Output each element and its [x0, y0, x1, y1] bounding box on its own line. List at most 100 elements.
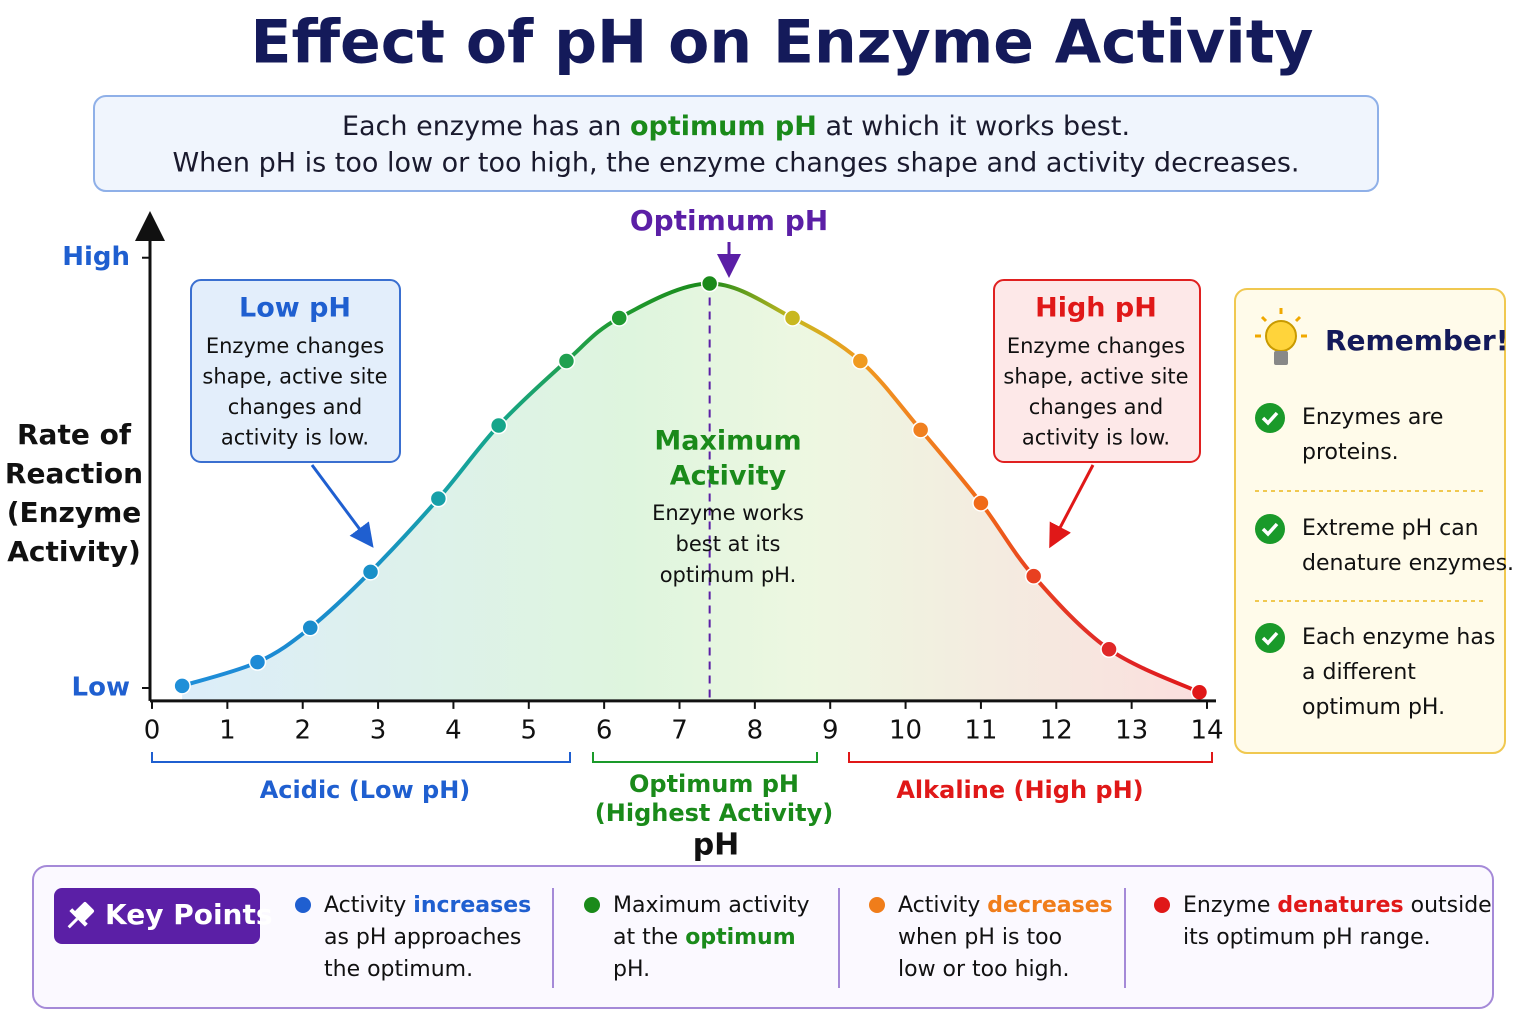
optimum-label: Optimum pH	[630, 204, 828, 237]
low-ph-text: activity is low.	[221, 426, 369, 450]
text-line: Maximum activity	[613, 893, 810, 918]
x-tick-label: 9	[822, 716, 839, 746]
text-line: Each enzyme has an optimum pH at which i…	[342, 111, 1130, 142]
bullet	[1154, 897, 1170, 913]
point	[361, 563, 380, 581]
point	[1190, 683, 1209, 702]
highlight: increases	[413, 893, 531, 918]
remember-item: Each enzyme has	[1302, 625, 1495, 650]
y-tick-label: High	[62, 242, 130, 272]
key-points-badge	[54, 888, 260, 944]
max-activity-text: best at its	[676, 532, 781, 556]
max-activity-title: Maximum	[654, 426, 801, 457]
text-line: the optimum.	[324, 957, 473, 982]
text-line: Enzyme denatures outside	[1183, 893, 1492, 918]
y-axis-label: Rate of	[17, 418, 132, 451]
text-line: Activity decreases	[898, 893, 1113, 918]
point	[972, 494, 990, 512]
point	[248, 653, 267, 671]
text-line: when pH is too	[898, 925, 1062, 950]
optimum-bracket	[592, 752, 818, 763]
x-tick-label: 1	[219, 716, 236, 746]
bullet	[584, 897, 600, 913]
text-part: Activity	[324, 893, 413, 918]
high-ph-box	[993, 279, 1201, 463]
check-mark	[1261, 631, 1279, 646]
text-line: pH.	[613, 957, 650, 982]
intro-line: When pH is too low or too high, the enzy…	[172, 148, 1299, 179]
bullet	[295, 897, 311, 913]
text-part: at which it works best.	[817, 111, 1130, 142]
y-tick-label: Low	[72, 672, 130, 702]
title: Effect of pH on Enzyme Activity	[250, 8, 1313, 78]
highlight: decreases	[987, 893, 1112, 918]
x-axis-label: pH	[693, 828, 740, 863]
point	[700, 274, 719, 293]
region-label: (Highest Activity)	[595, 799, 833, 827]
text-part: outside	[1404, 893, 1492, 918]
high-ph-text: activity is low.	[1022, 426, 1170, 450]
point	[851, 352, 870, 370]
text-part: Activity	[898, 893, 987, 918]
high-ph-title: High pH	[1035, 293, 1157, 324]
bulb-icon	[1255, 308, 1307, 365]
text-part: pH.	[613, 957, 650, 982]
low-ph-text: shape, active site	[202, 365, 387, 389]
remember-item: denature enzymes.	[1302, 551, 1514, 576]
point	[301, 619, 319, 637]
check-icon	[1255, 514, 1285, 544]
point	[783, 309, 802, 327]
remember-item: proteins.	[1302, 440, 1399, 465]
text-part: the optimum.	[324, 957, 473, 982]
alkaline-bracket	[848, 752, 1213, 763]
text-line: Activity increases	[324, 893, 531, 918]
point	[489, 416, 508, 435]
check-icon	[1255, 623, 1285, 653]
pin-icon	[67, 901, 95, 929]
area	[182, 283, 1200, 701]
highlight: optimum pH	[630, 111, 817, 142]
y-axis-label: (Enzyme	[7, 496, 142, 529]
low-ph-text: changes and	[228, 395, 362, 419]
x-tick-label: 4	[445, 716, 462, 746]
bullet	[869, 897, 885, 913]
x-tick-label: 5	[521, 716, 538, 746]
point	[911, 421, 930, 439]
text-part: Enzyme	[1183, 893, 1277, 918]
key-points-label: Key Points	[105, 898, 273, 931]
text-part: when pH is too	[898, 925, 1062, 950]
text-line: low or too high.	[898, 957, 1070, 982]
low-ph-arrow	[310, 464, 374, 548]
text-part: at the	[613, 925, 685, 950]
check-icon	[1255, 403, 1285, 433]
high-ph-arrow	[1049, 464, 1095, 549]
max-activity-title: Activity	[670, 461, 787, 492]
region-label: Acidic (Low pH)	[260, 776, 471, 804]
point	[429, 489, 448, 508]
high-ph-text: Enzyme changes	[1007, 334, 1185, 358]
text-part: Each enzyme has an	[342, 111, 630, 142]
y-axis-label: Reaction	[5, 457, 143, 490]
highlight: denatures	[1277, 893, 1403, 918]
x-tick-label: 0	[144, 716, 161, 746]
low-ph-text: Enzyme changes	[206, 334, 384, 358]
line	[181, 281, 1201, 695]
check-mark	[1261, 522, 1279, 537]
point	[557, 352, 576, 370]
x-tick-label: 13	[1115, 716, 1148, 746]
point	[610, 309, 628, 327]
x-tick-label: 2	[294, 716, 311, 746]
high-ph-text: changes and	[1029, 395, 1163, 419]
check-mark	[1261, 411, 1279, 426]
remember-item: a different	[1302, 660, 1416, 685]
text-line: as pH approaches	[324, 925, 521, 950]
key-points-box	[32, 865, 1494, 1009]
remember-panel	[1234, 288, 1506, 754]
text-line: its optimum pH range.	[1183, 925, 1431, 950]
text-part: Maximum activity	[613, 893, 810, 918]
region-label: Optimum pH	[629, 770, 799, 798]
x-tick-label: 7	[671, 716, 688, 746]
